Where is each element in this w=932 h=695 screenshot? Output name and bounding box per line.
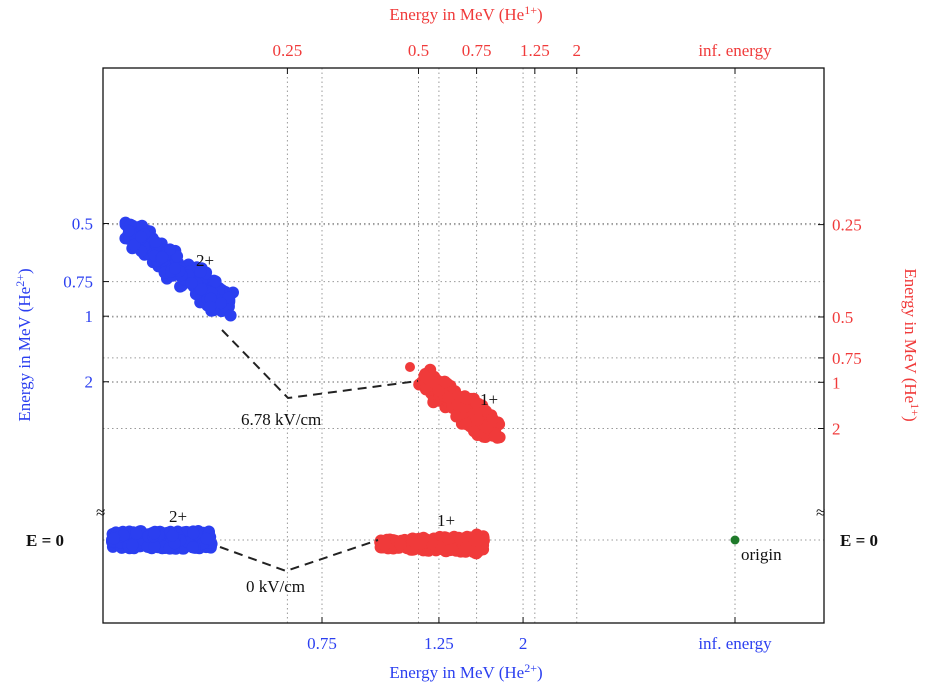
left-zero-label: E = 0 — [26, 531, 64, 550]
bottom-axis-title: Energy in MeV (He2+) — [389, 661, 542, 682]
data-point — [438, 375, 451, 388]
data-point — [471, 413, 484, 426]
tick-label-right: 0.25 — [832, 216, 862, 235]
data-point — [166, 529, 179, 542]
field-guide-high — [221, 329, 419, 400]
data-point — [204, 300, 217, 313]
field-annotation-zero: 0 kV/cm — [246, 577, 305, 596]
tick-label-bottom: inf. energy — [698, 634, 772, 653]
right-axis-title: Energy in MeV (He1+) — [901, 268, 922, 421]
data-point — [414, 537, 427, 550]
field-annotation-high: 6.78 kV/cm — [241, 410, 321, 429]
data-point — [128, 238, 141, 251]
data-point — [126, 539, 139, 552]
trajectory-guides — [219, 329, 419, 573]
data-point — [472, 545, 484, 558]
tick-label-left: 0.75 — [63, 273, 93, 292]
data-point — [164, 243, 176, 256]
top-axis-title: Energy in MeV (He1+) — [389, 3, 542, 24]
data-point — [442, 391, 455, 404]
cluster-label-1plus-field: 1+ — [480, 390, 498, 409]
data-point — [156, 251, 169, 264]
right-break-marker: ≈ — [816, 503, 825, 522]
data-point — [195, 283, 208, 296]
data-point — [471, 534, 484, 547]
data-points — [106, 216, 506, 560]
data-point — [108, 532, 120, 545]
tick-label-left: 2 — [85, 373, 94, 392]
data-point — [122, 224, 135, 237]
tick-label-left: 1 — [85, 307, 94, 326]
data-point — [209, 275, 222, 288]
left-axis-title: Energy in MeV (He2+) — [13, 268, 34, 421]
tick-label-bottom: 1.25 — [424, 634, 454, 653]
axis-ticks: 0.75 1.25 2 inf. energy 0.25 0.5 0.75 1.25 2 inf.… — [63, 41, 862, 653]
data-point — [468, 425, 480, 438]
tick-label-right: 2 — [832, 419, 841, 438]
data-point — [461, 392, 473, 405]
tick-label-right: 0.75 — [832, 349, 862, 368]
data-point — [489, 429, 502, 442]
cluster-label-1plus-zero: 1+ — [437, 511, 455, 530]
cluster-label-2plus-zero: 2+ — [169, 507, 187, 526]
tick-label-top: 1.25 — [520, 41, 550, 60]
field-guide-zero — [219, 539, 379, 573]
data-point — [460, 541, 472, 554]
data-point — [186, 541, 199, 554]
data-point — [486, 413, 499, 426]
data-point — [187, 527, 200, 540]
data-point — [135, 230, 148, 243]
data-point — [432, 384, 445, 397]
data-point — [185, 277, 198, 289]
data-point — [422, 373, 435, 386]
origin-point — [730, 535, 740, 545]
tick-label-right: 1 — [832, 373, 841, 392]
data-point — [450, 410, 463, 423]
data-point — [200, 532, 213, 545]
tick-label-top: 0.5 — [408, 41, 429, 60]
cluster-label-2plus-field: 2+ — [196, 251, 214, 270]
data-point — [214, 297, 227, 310]
data-point — [460, 418, 472, 430]
plot-frame — [102, 67, 825, 624]
data-point — [130, 527, 143, 540]
tick-label-top: inf. energy — [698, 41, 772, 60]
data-point — [224, 309, 237, 322]
tick-label-right: 0.5 — [832, 308, 853, 327]
tick-label-bottom: 2 — [519, 634, 528, 653]
data-point — [481, 421, 494, 434]
tick-label-left: 0.5 — [72, 214, 93, 233]
data-point — [148, 540, 161, 553]
data-point — [194, 266, 207, 278]
tick-label-top: 2 — [572, 41, 581, 60]
tick-label-top: 0.25 — [273, 41, 303, 60]
data-point — [169, 262, 181, 275]
data-point — [117, 529, 130, 542]
tick-label-bottom: 0.75 — [307, 634, 337, 653]
left-break-marker: ≈ — [96, 503, 105, 522]
origin-label: origin — [741, 545, 782, 564]
tick-label-top: 0.75 — [462, 41, 492, 60]
data-point — [480, 405, 492, 418]
data-point — [148, 527, 161, 540]
data-point — [405, 362, 415, 372]
data-point — [379, 538, 392, 551]
right-zero-label: E = 0 — [840, 531, 878, 550]
data-point — [394, 538, 407, 551]
data-point — [149, 235, 162, 248]
data-point — [446, 543, 459, 556]
